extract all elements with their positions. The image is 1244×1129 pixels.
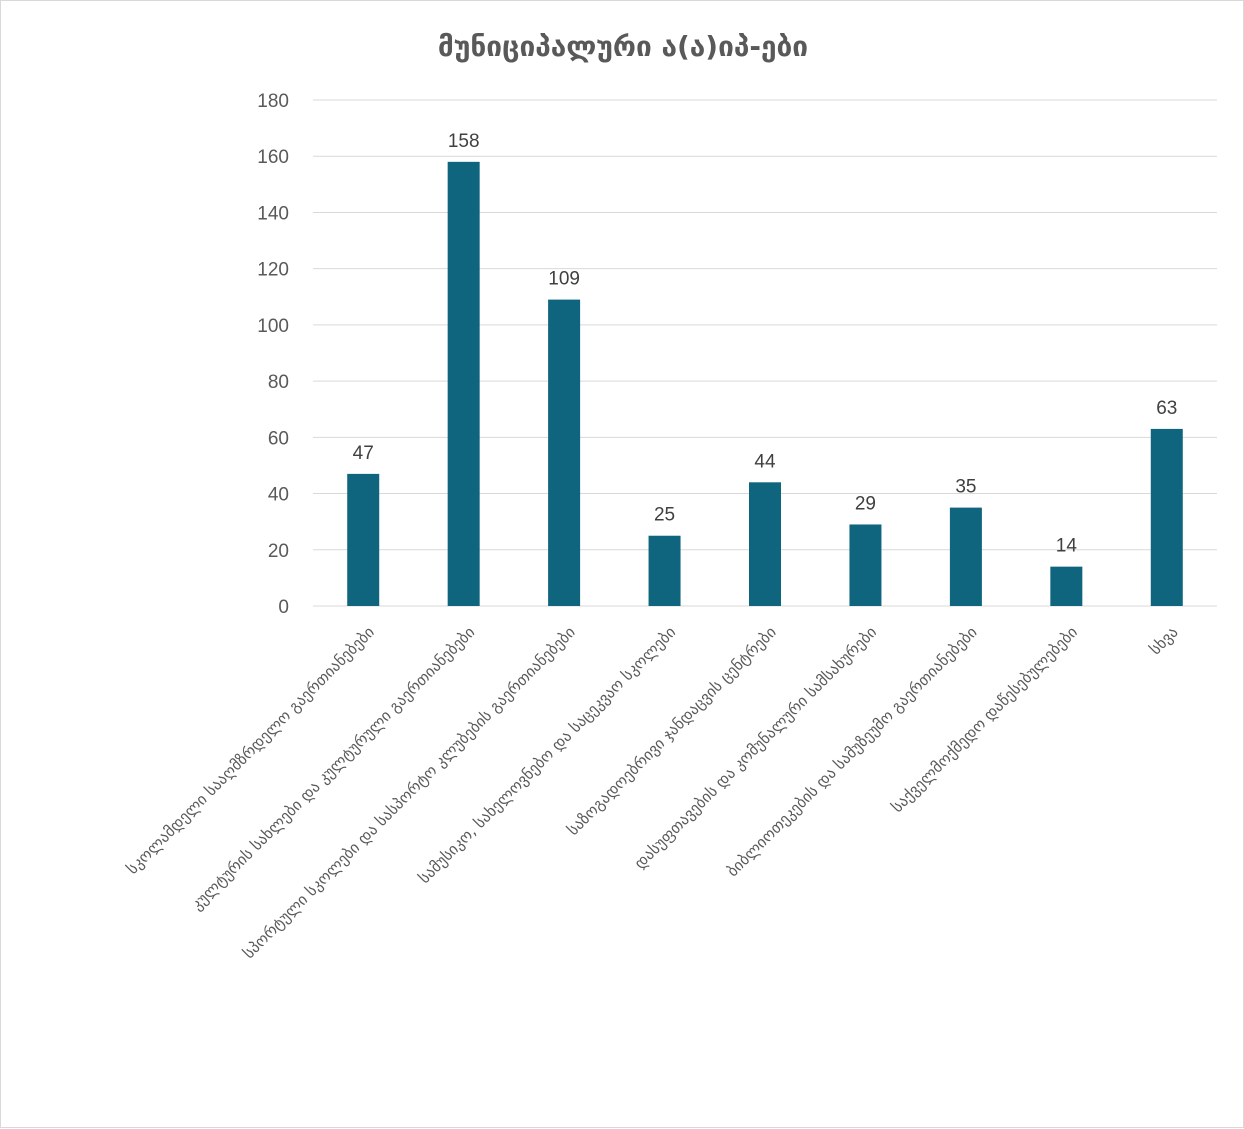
bar [648, 535, 681, 606]
bar [347, 473, 380, 606]
chart-title: მუნიციპალური ა(ა)იპ-ები [438, 30, 808, 63]
y-tick-label: 180 [257, 91, 289, 112]
bar [447, 161, 480, 606]
y-tick-label: 60 [268, 428, 289, 449]
data-label: 14 [1056, 536, 1078, 557]
x-axis-categories: სკოლამდელი სააღმზრდელო გაერთიანებებიკულტ… [123, 623, 1181, 962]
y-axis-ticks: 0 20 40 60 80 100 120 140 160 180 [257, 91, 289, 618]
y-tick-label: 0 [278, 597, 289, 618]
bar [548, 299, 581, 606]
bars [347, 161, 1183, 606]
data-label: 44 [754, 451, 776, 472]
y-tick-label: 120 [257, 260, 289, 281]
y-tick-label: 100 [257, 316, 289, 337]
bar [849, 524, 882, 606]
y-tick-label: 80 [268, 372, 289, 393]
bar [749, 482, 781, 606]
data-label: 158 [448, 131, 480, 152]
y-tick-label: 40 [268, 485, 289, 506]
data-label: 29 [855, 493, 876, 514]
data-label: 47 [353, 443, 374, 464]
data-labels: 47 158 109 25 44 29 35 14 63 [353, 131, 1178, 557]
data-label: 63 [1156, 398, 1177, 419]
category-label: საქველმოქმედო დაწესებულებები [888, 623, 1081, 816]
category-label: სხვა [1146, 623, 1181, 658]
bar [949, 507, 982, 606]
y-tick-label: 140 [257, 203, 289, 224]
y-tick-label: 20 [268, 541, 289, 562]
bar [1050, 566, 1083, 606]
category-label: საზოგადოებრივი ჯანდაცვის ცენტრები [564, 623, 780, 839]
data-label: 35 [955, 477, 976, 498]
y-tick-label: 160 [257, 147, 289, 168]
category-label: სპორტული სკოლები და სასპორტო კლუბების გა… [240, 623, 579, 962]
bar [1150, 428, 1183, 606]
data-label: 109 [548, 269, 580, 290]
data-label: 25 [654, 505, 675, 526]
